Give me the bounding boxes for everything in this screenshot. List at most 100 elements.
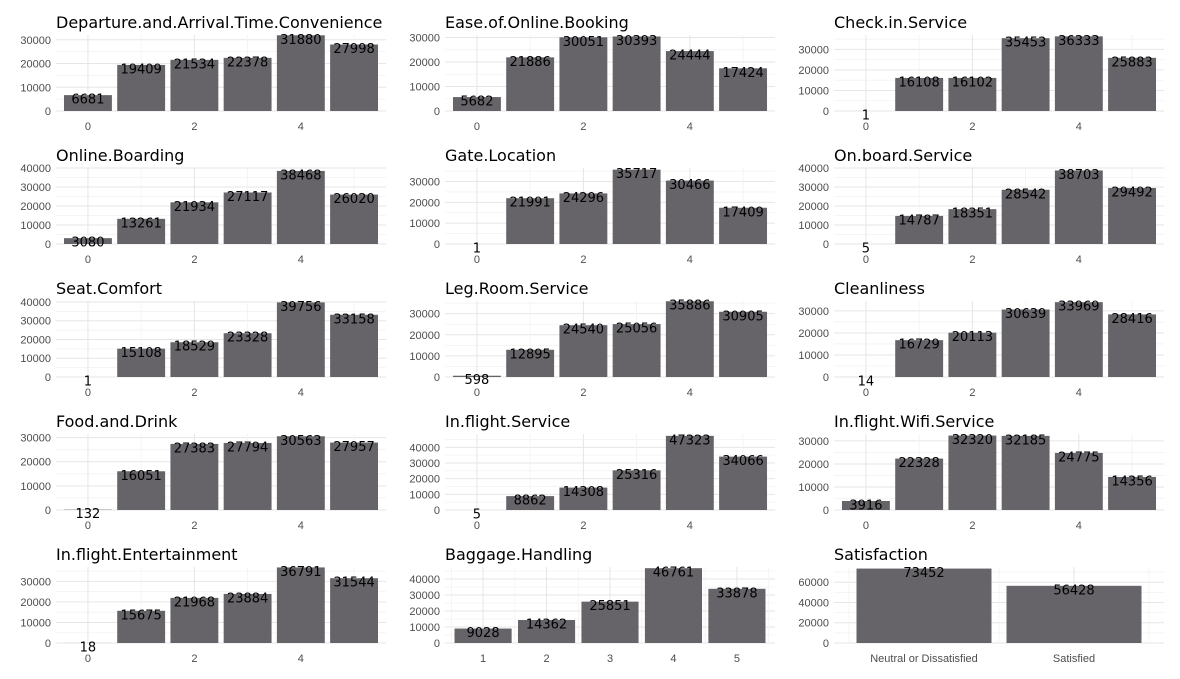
y-tick-label: 0 (45, 638, 51, 650)
data-label: 21968 (174, 595, 215, 610)
data-label: 31880 (280, 33, 321, 48)
y-tick-label: 30000 (20, 35, 51, 47)
y-tick-label: 10000 (20, 353, 51, 365)
x-tick-label: 2 (191, 520, 197, 532)
x-tick-label: 2 (191, 387, 197, 399)
x-tick-label: 2 (580, 520, 586, 532)
y-tick-label: 30000 (798, 44, 829, 56)
data-label: 16729 (898, 338, 939, 353)
bar (117, 64, 166, 111)
data-label: 25883 (1111, 55, 1152, 70)
chart-title: Cleanliness (834, 279, 925, 298)
bar (330, 194, 379, 244)
bar (1054, 36, 1103, 111)
x-tick-label: 2 (969, 520, 975, 532)
data-label: 24540 (563, 323, 604, 338)
y-tick-label: 0 (434, 638, 440, 650)
data-label: 1 (862, 108, 870, 123)
x-tick-label: 0 (85, 520, 91, 532)
x-tick-label: 2 (580, 121, 586, 133)
chart-panel: 0 10000 20000 30000 40000 0 2 4 5 14787 18351 28542… (778, 133, 1167, 266)
x-tick-label: 0 (863, 520, 869, 532)
bar (63, 95, 112, 111)
bar (170, 597, 219, 643)
y-tick-label: 0 (434, 106, 440, 118)
y-tick-label: 30000 (409, 309, 440, 321)
chart-title: Gate.Location (445, 146, 556, 165)
chart-panel: 0 10000 20000 30000 0 2 4 3916 22328 32320 32185 24… (778, 399, 1167, 532)
data-label: 5 (473, 507, 481, 522)
bar (856, 568, 992, 643)
bar (506, 349, 555, 377)
y-tick-label: 30000 (20, 576, 51, 588)
bar (1001, 189, 1050, 244)
x-tick-label: 4 (298, 254, 304, 266)
chart-title: Check.in.Service (834, 13, 967, 32)
data-label: 14308 (563, 485, 604, 500)
x-tick-label: 0 (474, 121, 480, 133)
bar (170, 202, 219, 244)
y-tick-label: 10000 (798, 220, 829, 232)
data-label: 35886 (669, 299, 710, 314)
y-tick-label: 10000 (798, 482, 829, 494)
bar (665, 180, 714, 244)
bar (612, 169, 661, 244)
bar (559, 37, 608, 111)
x-tick-label: 4 (687, 387, 693, 399)
data-label: 47323 (669, 433, 710, 448)
data-label: 20113 (952, 330, 993, 345)
data-label: 30563 (280, 434, 321, 449)
data-label: 9028 (467, 626, 500, 641)
y-tick-label: 20000 (798, 328, 829, 340)
y-tick-label: 30000 (409, 177, 440, 189)
y-tick-label: 20000 (409, 197, 440, 209)
y-tick-label: 10000 (20, 220, 51, 232)
bar (895, 340, 944, 377)
y-tick-label: 0 (45, 239, 51, 251)
x-tick-label: 0 (863, 254, 869, 266)
bar (63, 238, 112, 244)
bar (1001, 435, 1050, 510)
y-tick-label: 20000 (798, 459, 829, 471)
y-tick-label: 10000 (798, 85, 829, 97)
bar (1108, 314, 1157, 377)
chart-svg: 0 10000 20000 30000 40000 0 2 4 5 8862 14308 25316 4… (409, 412, 775, 532)
y-tick-label: 10000 (20, 481, 51, 493)
data-label: 1 (473, 241, 481, 256)
y-tick-label: 30000 (20, 316, 51, 328)
data-label: 14362 (526, 618, 567, 633)
data-label: 30466 (669, 178, 710, 193)
data-label: 15108 (120, 346, 161, 361)
y-tick-label: 30000 (20, 182, 51, 194)
x-tick-label: 4 (298, 121, 304, 133)
x-tick-label: 4 (1076, 520, 1082, 532)
bar (330, 44, 379, 112)
y-tick-label: 20000 (20, 334, 51, 346)
data-label: 30639 (1005, 307, 1046, 322)
data-label: 39756 (280, 300, 321, 315)
data-label: 13261 (120, 216, 161, 231)
data-label: 23328 (227, 331, 268, 346)
data-label: 18351 (952, 207, 993, 222)
chart-title: Baggage.Handling (445, 545, 592, 564)
bar (117, 471, 166, 510)
x-tick-label: 0 (863, 387, 869, 399)
bar (559, 325, 608, 377)
data-label: 16102 (952, 75, 993, 90)
data-label: 17424 (722, 66, 763, 81)
chart-panel: 0 10000 20000 30000 0 2 4 18 15675 21968 23884 3679… (0, 532, 389, 665)
bar (1108, 476, 1157, 510)
chart-svg: 0 10000 20000 30000 0 2 4 14 16729 20113 30639 3396… (798, 279, 1164, 399)
data-label: 132 (76, 507, 101, 522)
data-label: 27957 (333, 440, 374, 455)
data-label: 3916 (849, 498, 882, 513)
data-label: 26020 (333, 192, 374, 207)
data-label: 32185 (1005, 433, 1046, 448)
y-tick-label: 0 (434, 505, 440, 517)
chart-svg: 0 10000 20000 30000 0 2 4 18 15675 21968 23884 3679… (20, 545, 386, 665)
x-tick-label: 2 (580, 254, 586, 266)
x-tick-label: 4 (687, 254, 693, 266)
chart-panel: 0 10000 20000 30000 40000 0 2 4 5 8862 14308 25316 4… (389, 399, 778, 532)
y-tick-label: 0 (823, 372, 829, 384)
chart-title: Seat.Comfort (56, 279, 162, 298)
